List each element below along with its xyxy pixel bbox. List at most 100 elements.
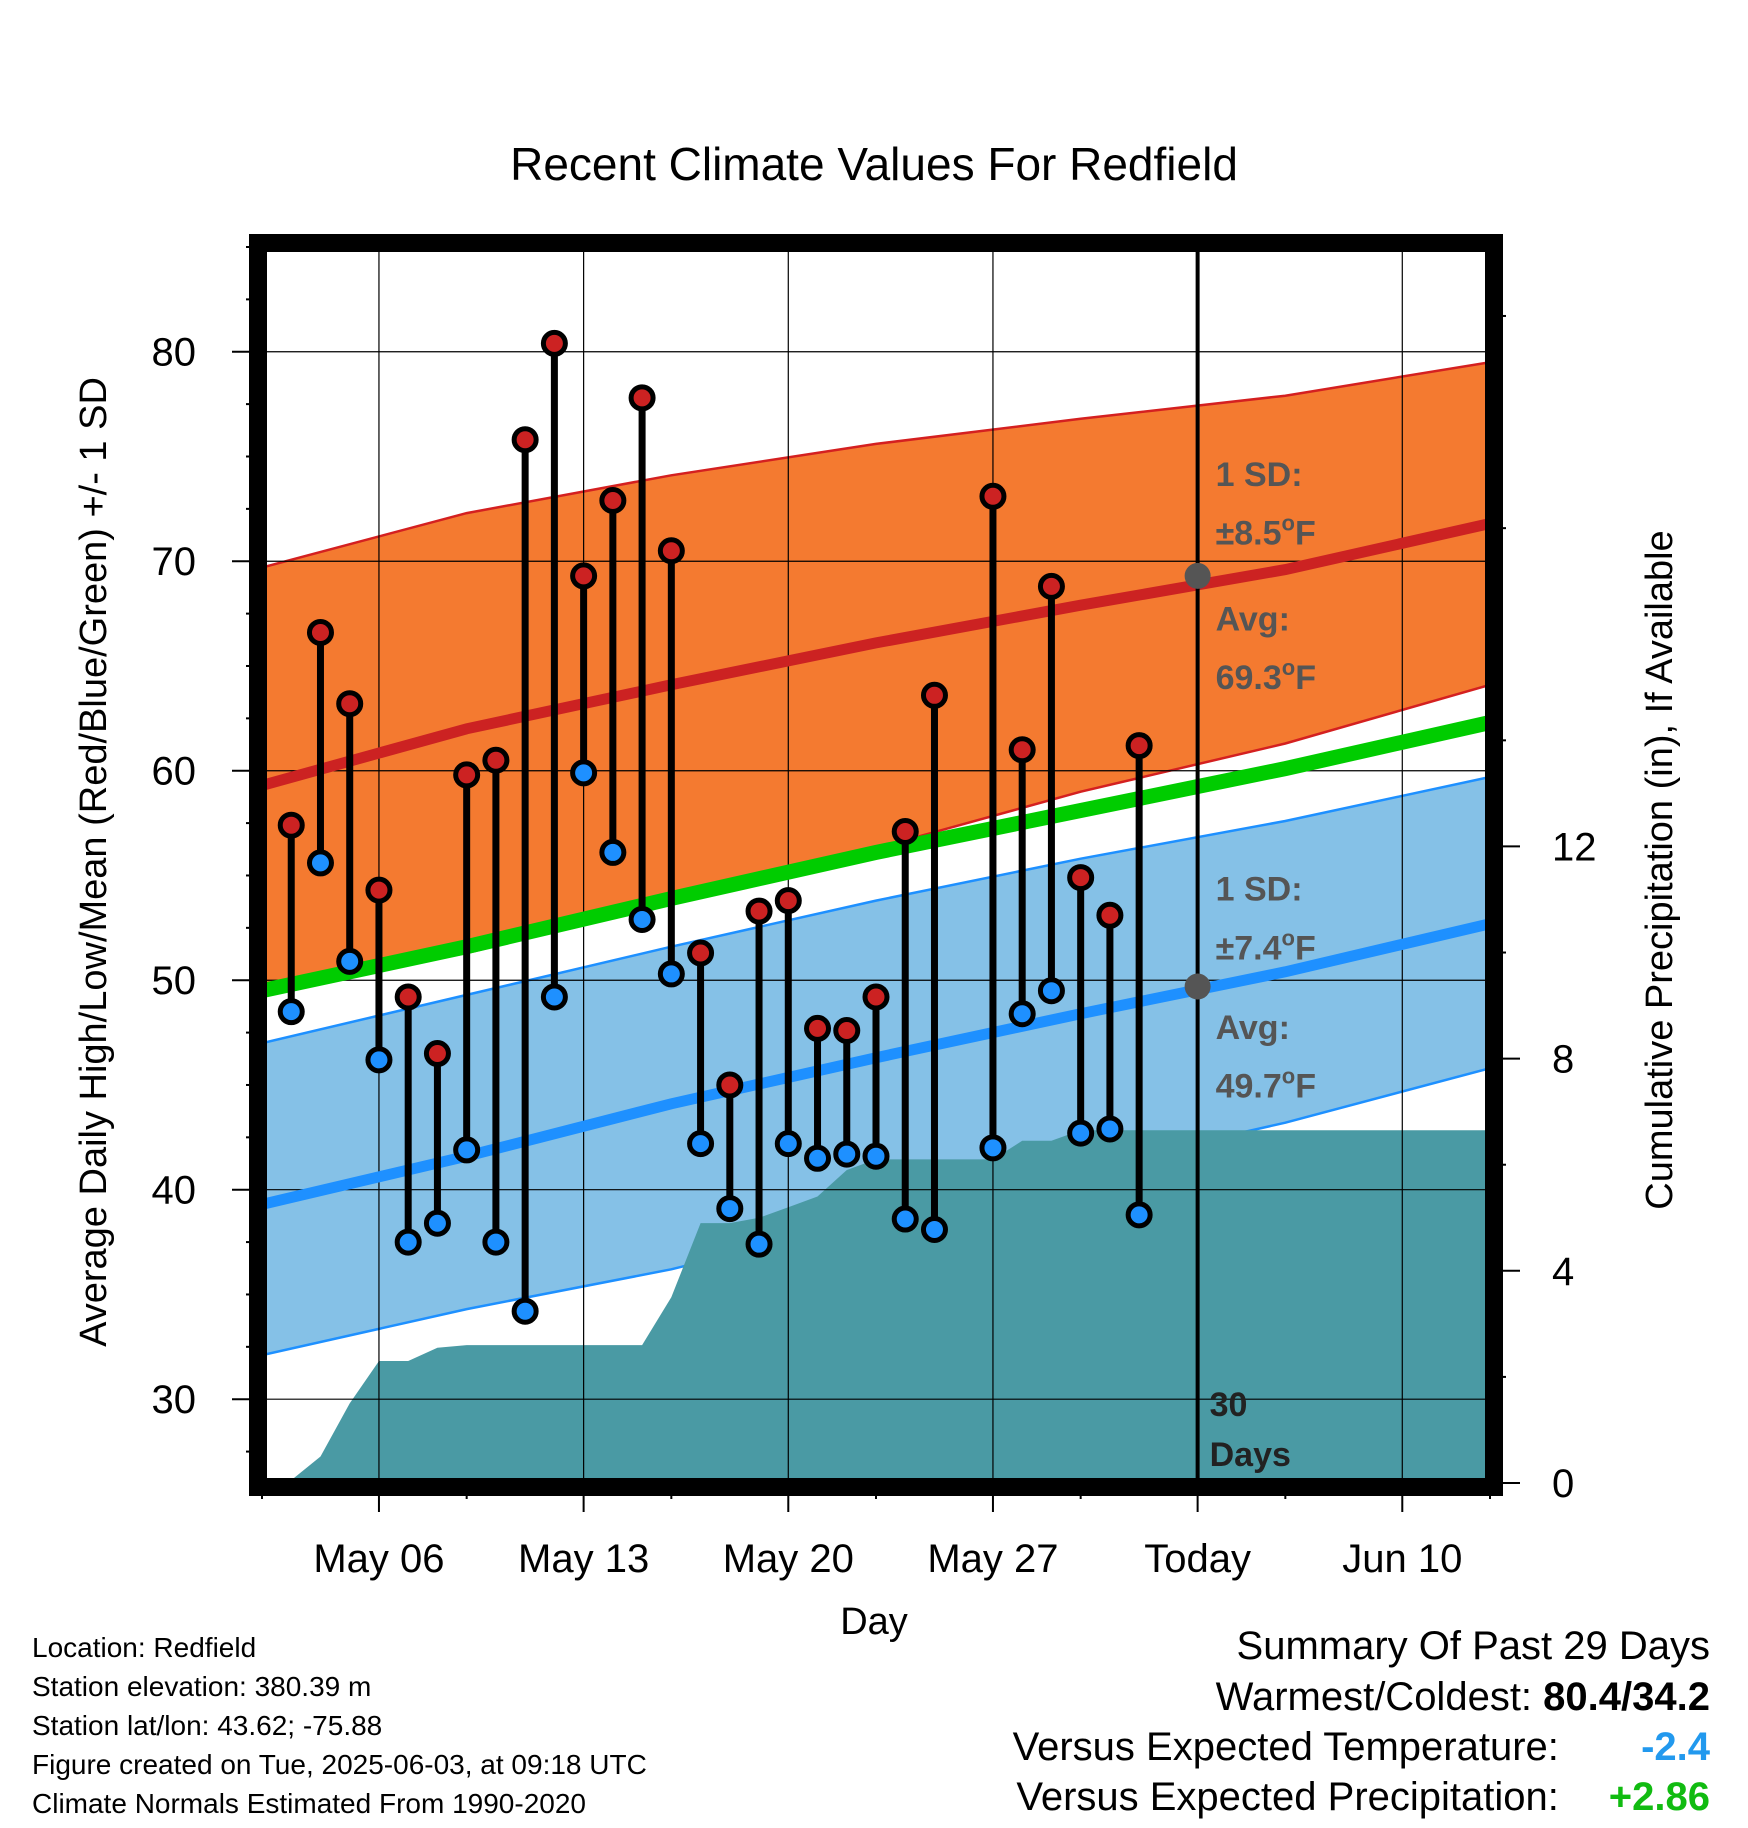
obs-high-point <box>511 426 539 454</box>
obs-low-point <box>482 1228 510 1256</box>
obs-low-point <box>920 1216 948 1244</box>
high-sd-label: 1 SD: <box>1216 456 1303 494</box>
obs-high-point <box>657 537 685 565</box>
high-avg-value: 69.3oF <box>1216 655 1316 697</box>
obs-high-point <box>628 384 656 412</box>
obs-low-point <box>1037 977 1065 1005</box>
obs-low-point <box>1008 1000 1036 1028</box>
high-plus-sd-line <box>262 360 1490 569</box>
today-low-avg-marker <box>1184 973 1211 1000</box>
right-tick-label: 4 <box>1552 1250 1574 1294</box>
obs-high-point <box>920 681 948 709</box>
low-sd-value: ±7.4oF <box>1216 925 1316 967</box>
latlon-text: Station lat/lon: 43.62; -75.88 <box>32 1710 383 1741</box>
obs-low-point <box>774 1130 802 1158</box>
today-high-avg-marker <box>1184 562 1211 589</box>
obs-low-point <box>306 849 334 877</box>
warmest-label: Warmest/Coldest: <box>1215 1675 1533 1719</box>
low-avg-value: 49.7oF <box>1216 1064 1316 1106</box>
obs-low-point <box>687 1130 715 1158</box>
x-tick-label: Jun 10 <box>1342 1537 1462 1581</box>
precipitation-label: Versus Expected Precipitation: <box>1016 1775 1559 1819</box>
high-avg-label: Avg: <box>1216 600 1290 638</box>
obs-high-point <box>336 690 364 718</box>
obs-high-point <box>833 1016 861 1044</box>
y-axis-label-left: Average Daily High/Low/Mean (Red/Blue/Gr… <box>73 377 115 1347</box>
left-tick-label: 70 <box>152 540 197 584</box>
obs-low-point <box>599 838 627 866</box>
obs-low-point <box>453 1136 481 1164</box>
summary-heading: Summary Of Past 29 Days <box>1236 1624 1710 1668</box>
precipitation-area <box>262 1130 1490 1483</box>
warmest-value: 80.4/34.2 <box>1543 1675 1710 1719</box>
obs-low-point <box>423 1209 451 1237</box>
obs-high-point <box>687 939 715 967</box>
obs-high-point <box>453 761 481 789</box>
obs-high-point <box>1008 736 1036 764</box>
obs-low-point <box>1067 1119 1095 1147</box>
high-mean-line <box>262 518 1490 791</box>
precipitation-value: +2.86 <box>1608 1775 1710 1819</box>
obs-low-point <box>570 759 598 787</box>
obs-high-point <box>891 817 919 845</box>
obs-high-point <box>1037 572 1065 600</box>
x-tick-label: May 13 <box>518 1537 649 1581</box>
obs-low-point <box>862 1142 890 1170</box>
plot-inner: 1 SD: ±8.5oF Avg: 69.3oF 1 SD: ±7.4oF Avg: 49.7… <box>262 247 1490 1483</box>
y-axis-label-right: Cumulative Precipitation (in), If Availa… <box>1639 530 1681 1209</box>
obs-high-point <box>979 482 1007 510</box>
summary-precipitation: Versus Expected Precipitation: +2.86 <box>1016 1775 1710 1820</box>
obs-low-point <box>804 1144 832 1172</box>
obs-high-point <box>365 876 393 904</box>
x-tick-label: May 20 <box>723 1537 854 1581</box>
low-sd-label: 1 SD: <box>1216 871 1303 909</box>
x-axis-label: Day <box>840 1601 908 1643</box>
obs-low-point <box>394 1228 422 1256</box>
obs-low-point <box>833 1140 861 1168</box>
obs-low-point <box>336 947 364 975</box>
obs-low-point <box>1096 1115 1124 1143</box>
low-avg-label: Avg: <box>1216 1009 1290 1047</box>
obs-high-point <box>423 1040 451 1068</box>
chart-title: Recent Climate Values For Redfield <box>510 138 1238 190</box>
obs-high-point <box>394 983 422 1011</box>
days-label-number: 30 <box>1210 1386 1248 1424</box>
obs-low-point <box>365 1046 393 1074</box>
obs-low-point <box>511 1297 539 1325</box>
obs-low-point <box>1125 1201 1153 1229</box>
obs-high-point <box>570 562 598 590</box>
days-label-text: Days <box>1210 1436 1291 1474</box>
obs-high-point <box>716 1071 744 1099</box>
obs-low-point <box>979 1134 1007 1162</box>
summary-warmest: Warmest/Coldest: 80.4/34.2 <box>1216 1675 1710 1720</box>
obs-high-point <box>482 746 510 774</box>
location-text: Location: Redfield <box>32 1632 257 1663</box>
obs-high-point <box>862 983 890 1011</box>
obs-high-point <box>745 897 773 925</box>
obs-low-point <box>277 998 305 1026</box>
left-tick-label: 80 <box>152 331 197 375</box>
obs-high-point <box>599 486 627 514</box>
summary-temperature: Versus Expected Temperature: -2.4 <box>1013 1725 1710 1770</box>
high-sd-value: ±8.5oF <box>1216 510 1316 552</box>
obs-high-point <box>1096 901 1124 929</box>
left-tick-label: 30 <box>152 1378 197 1422</box>
left-tick-label: 60 <box>152 750 197 794</box>
created-text: Figure created on Tue, 2025-06-03, at 09… <box>32 1749 647 1780</box>
station-info: Location: Redfield Station elevation: 38… <box>32 1628 647 1823</box>
elevation-text: Station elevation: 380.39 m <box>32 1671 372 1702</box>
right-tick-label: 12 <box>1552 825 1597 869</box>
temperature-value: -2.4 <box>1641 1725 1710 1769</box>
obs-high-point <box>540 329 568 357</box>
obs-high-point <box>1067 864 1095 892</box>
obs-low-point <box>628 905 656 933</box>
obs-high-point <box>277 811 305 839</box>
x-tick-label: May 06 <box>313 1537 444 1581</box>
plot-area: 1 SD: ±8.5oF Avg: 69.3oF 1 SD: ±7.4oF Avg: 49.7… <box>152 234 1597 1581</box>
obs-low-point <box>745 1230 773 1258</box>
obs-high-point <box>774 887 802 915</box>
obs-high-point <box>804 1014 832 1042</box>
obs-low-point <box>716 1195 744 1223</box>
normals-text: Climate Normals Estimated From 1990-2020 <box>32 1788 586 1819</box>
